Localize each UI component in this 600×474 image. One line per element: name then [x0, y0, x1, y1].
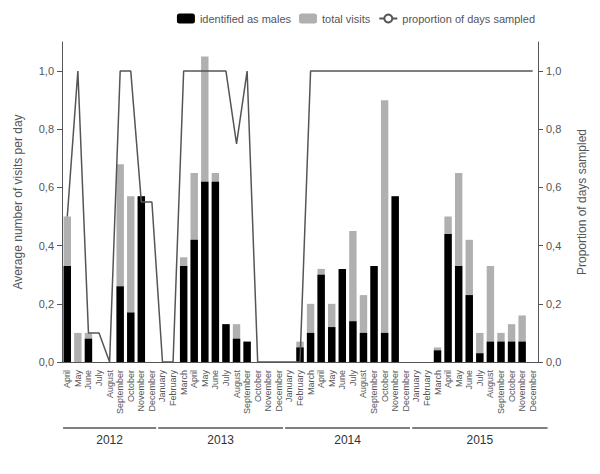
svg-text:1,0: 1,0: [39, 65, 54, 77]
svg-text:2015: 2015: [466, 433, 493, 447]
svg-text:February: February: [168, 370, 178, 407]
svg-text:April: April: [62, 370, 72, 388]
svg-text:November: November: [263, 370, 273, 412]
svg-text:November: November: [136, 370, 146, 412]
svg-text:Proportion of days sampled: Proportion of days sampled: [575, 129, 589, 275]
svg-text:March: March: [179, 370, 189, 395]
svg-text:0,6: 0,6: [39, 181, 54, 193]
svg-text:July: July: [94, 370, 104, 387]
svg-text:identified as males: identified as males: [200, 13, 292, 25]
svg-text:July: July: [221, 370, 231, 387]
svg-text:May: May: [327, 370, 337, 388]
svg-text:January: January: [157, 370, 167, 403]
svg-text:November: November: [517, 370, 527, 412]
svg-text:January: January: [284, 370, 294, 403]
svg-text:August: August: [232, 370, 242, 399]
svg-text:May: May: [200, 370, 210, 388]
svg-text:October: October: [253, 370, 263, 402]
svg-text:Average number of visits per d: Average number of visits per day: [11, 114, 25, 289]
svg-text:0,4: 0,4: [39, 240, 54, 252]
svg-text:February: February: [295, 370, 305, 407]
svg-text:September: September: [369, 370, 379, 414]
svg-text:2013: 2013: [207, 433, 234, 447]
svg-text:March: March: [433, 370, 443, 395]
svg-text:February: February: [422, 370, 432, 407]
svg-text:March: March: [306, 370, 316, 395]
svg-text:June: June: [83, 370, 93, 390]
svg-text:October: October: [380, 370, 390, 402]
svg-text:0,0: 0,0: [546, 356, 561, 368]
svg-text:October: October: [126, 370, 136, 402]
svg-text:August: August: [485, 370, 495, 399]
svg-text:0,8: 0,8: [39, 123, 54, 135]
svg-text:1,0: 1,0: [546, 65, 561, 77]
svg-text:September: September: [242, 370, 252, 414]
svg-text:July: July: [348, 370, 358, 387]
svg-text:January: January: [411, 370, 421, 403]
svg-text:December: December: [401, 370, 411, 412]
svg-text:April: April: [316, 370, 326, 388]
svg-text:June: June: [210, 370, 220, 390]
svg-text:total visits: total visits: [322, 13, 371, 25]
svg-text:November: November: [390, 370, 400, 412]
svg-text:December: December: [528, 370, 538, 412]
svg-text:December: December: [274, 370, 284, 412]
svg-text:proportion of days sampled: proportion of days sampled: [402, 13, 535, 25]
svg-text:December: December: [147, 370, 157, 412]
svg-text:August: August: [105, 370, 115, 399]
svg-text:0,2: 0,2: [546, 298, 561, 310]
svg-text:September: September: [115, 370, 125, 414]
svg-text:0,4: 0,4: [546, 240, 561, 252]
svg-text:June: June: [464, 370, 474, 390]
svg-text:2014: 2014: [334, 433, 361, 447]
svg-text:September: September: [496, 370, 506, 414]
svg-text:0,8: 0,8: [546, 123, 561, 135]
svg-text:August: August: [358, 370, 368, 399]
svg-text:May: May: [454, 370, 464, 388]
svg-text:0,6: 0,6: [546, 181, 561, 193]
svg-text:June: June: [337, 370, 347, 390]
svg-text:July: July: [475, 370, 485, 387]
svg-text:April: April: [443, 370, 453, 388]
svg-text:October: October: [507, 370, 517, 402]
svg-text:April: April: [189, 370, 199, 388]
svg-text:0,0: 0,0: [39, 356, 54, 368]
svg-text:May: May: [73, 370, 83, 388]
svg-text:2012: 2012: [96, 433, 123, 447]
svg-text:0,2: 0,2: [39, 298, 54, 310]
